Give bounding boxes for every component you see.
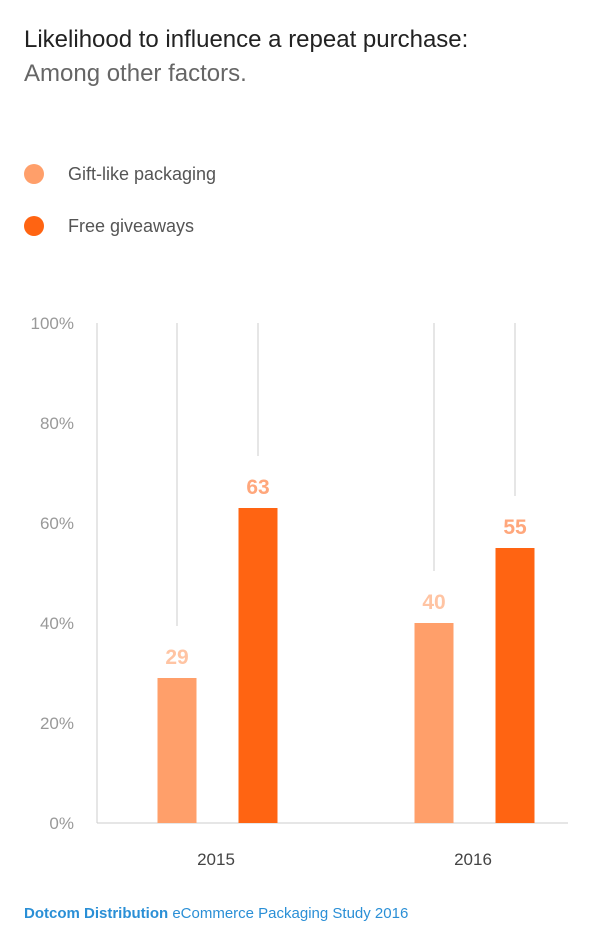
bar-data-label: 29 bbox=[165, 646, 188, 669]
bar bbox=[495, 548, 535, 823]
legend-label-gift-like-packaging: Gift-like packaging bbox=[68, 163, 217, 184]
chart-title: Likelihood to influence a repeat purchas… bbox=[24, 26, 469, 53]
bar-data-label: 40 bbox=[422, 591, 445, 614]
y-tick-label: 60% bbox=[40, 514, 74, 533]
bar-data-label: 63 bbox=[246, 476, 269, 499]
bar bbox=[238, 508, 278, 823]
chart-subtitle: Among other factors. bbox=[24, 60, 247, 87]
bar-data-label: 55 bbox=[503, 516, 527, 539]
y-tick-label: 20% bbox=[40, 714, 74, 733]
y-tick-label: 80% bbox=[40, 414, 74, 433]
y-tick-label: 0% bbox=[49, 814, 74, 833]
y-tick-label: 100% bbox=[31, 314, 74, 333]
legend-item-gift-like-packaging: Gift-like packaging bbox=[24, 160, 216, 188]
legend-item-free-giveaways: Free giveaways bbox=[24, 212, 216, 240]
bar bbox=[414, 623, 454, 823]
footer-credit: Dotcom Distribution eCommerce Packaging … bbox=[24, 905, 408, 922]
x-tick-label: 2015 bbox=[197, 850, 235, 869]
legend-swatch-free-giveaways bbox=[24, 216, 44, 236]
legend-label-free-giveaways: Free giveaways bbox=[68, 215, 195, 236]
legend-swatch-gift-like-packaging bbox=[24, 164, 44, 184]
x-tick-label: 2016 bbox=[454, 850, 492, 869]
footer-text: eCommerce Packaging Study 2016 bbox=[168, 905, 409, 922]
bar bbox=[157, 678, 197, 823]
y-tick-label: 40% bbox=[40, 614, 74, 633]
footer-brand: Dotcom Distribution bbox=[24, 905, 169, 922]
legend: Gift-like packaging Free giveaways bbox=[24, 160, 216, 264]
